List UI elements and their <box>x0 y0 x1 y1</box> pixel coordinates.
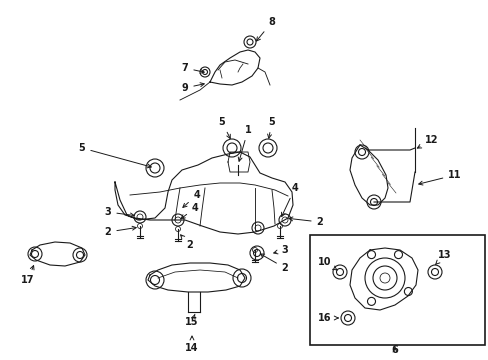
Text: 10: 10 <box>318 257 336 270</box>
Text: 2: 2 <box>260 254 288 273</box>
Text: 3: 3 <box>104 207 134 217</box>
Text: 14: 14 <box>185 336 198 353</box>
Text: 4: 4 <box>183 190 200 207</box>
Text: 5: 5 <box>218 117 230 139</box>
Text: 16: 16 <box>318 313 338 323</box>
Text: 5: 5 <box>267 117 275 138</box>
Text: 11: 11 <box>418 170 461 185</box>
Text: 8: 8 <box>256 17 275 41</box>
Text: 9: 9 <box>181 83 204 93</box>
Text: 5: 5 <box>79 143 151 168</box>
Bar <box>309 235 484 345</box>
Text: 13: 13 <box>434 250 451 265</box>
Text: 4: 4 <box>281 183 298 216</box>
Text: 1: 1 <box>238 125 251 161</box>
Text: 4: 4 <box>181 203 198 219</box>
Text: 12: 12 <box>417 135 438 148</box>
Text: 15: 15 <box>185 314 198 327</box>
Text: 2: 2 <box>180 235 193 250</box>
Text: 2: 2 <box>288 217 323 227</box>
Text: 7: 7 <box>181 63 204 73</box>
Text: 17: 17 <box>21 266 35 285</box>
Text: 2: 2 <box>104 226 136 237</box>
Text: 3: 3 <box>273 245 288 255</box>
Text: 6: 6 <box>391 345 398 355</box>
